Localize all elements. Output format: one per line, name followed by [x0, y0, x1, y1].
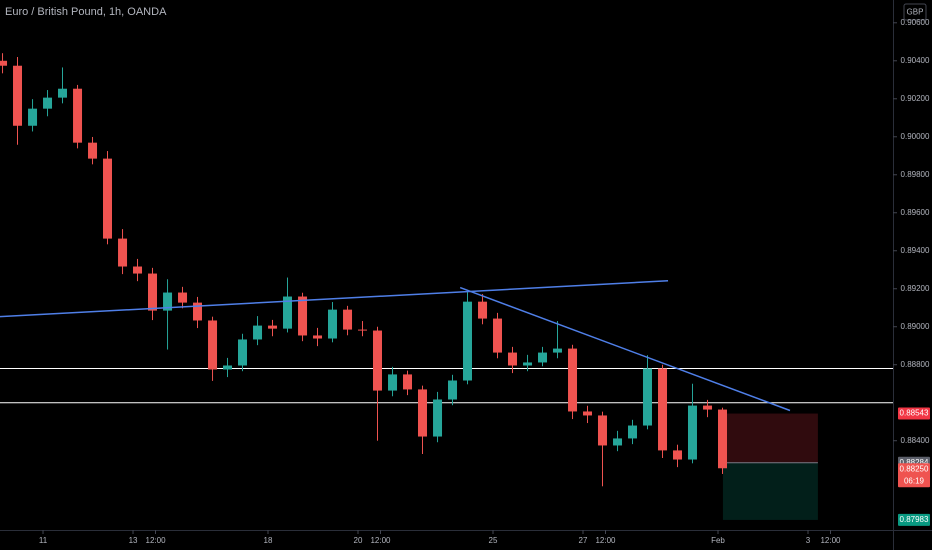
trend-line — [0, 280, 669, 318]
x-tick-label: 18 — [264, 536, 273, 545]
chart-title: Euro / British Pound, 1h, OANDA — [5, 6, 167, 18]
plot — [0, 53, 893, 520]
y-tick-label: 0.89600 — [901, 208, 930, 217]
candle-body — [493, 318, 503, 353]
candle-body — [327, 309, 337, 339]
y-tick-label: 0.89200 — [901, 284, 930, 293]
price-tag-label: 0.87983 — [900, 515, 929, 524]
x-tick-label: 12:00 — [595, 536, 616, 545]
candle-body — [687, 405, 697, 460]
y-tick-label: 0.90600 — [901, 18, 930, 27]
y-tick-label: 0.88800 — [901, 360, 930, 369]
price-tag-label: 0.88250 — [900, 464, 929, 473]
candle-body — [0, 60, 8, 66]
y-tick-label: 0.90000 — [901, 132, 930, 141]
candle-body — [478, 301, 488, 319]
candle-body — [597, 415, 607, 446]
candle-body — [703, 405, 713, 410]
candle-body — [507, 352, 517, 366]
target-zone — [722, 462, 818, 520]
y-tick-label: 0.90200 — [901, 94, 930, 103]
price-tag-label: 0.88543 — [900, 409, 929, 418]
candle-body — [717, 409, 727, 469]
candle-body — [133, 266, 143, 274]
x-tick-label: 12:00 — [146, 536, 167, 545]
candle-body — [148, 273, 158, 311]
x-tick-label: 12:00 — [820, 536, 841, 545]
price-tag — [898, 463, 930, 488]
candle-body — [658, 368, 668, 451]
candle-body — [673, 450, 683, 460]
candle-body — [313, 335, 323, 339]
candle-body — [163, 292, 173, 311]
candle-body — [403, 374, 413, 390]
x-tick-label: 3 — [806, 536, 811, 545]
candle-body — [613, 438, 623, 446]
candle-body — [417, 389, 427, 437]
candle-body — [13, 65, 23, 126]
y-tick-label: 0.90400 — [901, 56, 930, 65]
candle-body — [372, 330, 382, 391]
candle-body — [253, 325, 263, 340]
candle-body — [88, 142, 98, 159]
currency-label: GBP — [907, 8, 924, 17]
currency-button[interactable] — [903, 3, 927, 21]
candle-body — [448, 380, 458, 400]
candle-body — [58, 88, 68, 98]
candle-body — [298, 296, 308, 336]
candle-body — [223, 365, 233, 370]
x-tick-label: 25 — [489, 536, 498, 545]
x-tick-label: 12:00 — [370, 536, 391, 545]
candle-body — [642, 368, 652, 426]
x-tick-label: 20 — [354, 536, 363, 545]
x-tick-label: 11 — [39, 536, 48, 545]
y-tick-label: 0.88400 — [901, 436, 930, 445]
y-tick-label: 0.89400 — [901, 246, 930, 255]
candle-body — [208, 320, 218, 370]
x-tick-label: 13 — [129, 536, 138, 545]
candle-body — [568, 348, 578, 412]
x-tick-label: Feb — [711, 536, 725, 545]
candle-body — [178, 292, 188, 303]
candle-body — [462, 301, 472, 381]
candle-body — [343, 309, 353, 330]
candle-body — [358, 329, 368, 331]
price-tag — [898, 513, 930, 526]
candle-body — [538, 352, 548, 363]
price-tag — [898, 407, 930, 420]
countdown: 06:19 — [904, 476, 925, 485]
price-tag-label: 0.88284 — [900, 458, 929, 467]
candle-body — [552, 348, 562, 353]
candle-body — [73, 88, 83, 143]
candle-body — [523, 362, 533, 366]
candle-body — [118, 238, 128, 267]
y-tick-label: 0.89000 — [901, 322, 930, 331]
candle-body — [628, 425, 638, 439]
candle-body — [28, 108, 38, 126]
trend-line — [459, 286, 791, 412]
candle-body — [237, 339, 247, 366]
candle-body — [192, 302, 202, 321]
x-tick-label: 27 — [579, 536, 588, 545]
y-tick-label: 0.89800 — [901, 170, 930, 179]
candle-body — [268, 325, 278, 329]
candle-body — [433, 399, 443, 437]
candle-body — [388, 374, 398, 391]
candle-body — [282, 296, 292, 329]
candle-body — [43, 97, 53, 109]
stop-zone — [722, 413, 818, 463]
candle-body — [583, 411, 593, 416]
candle-body — [103, 158, 113, 239]
